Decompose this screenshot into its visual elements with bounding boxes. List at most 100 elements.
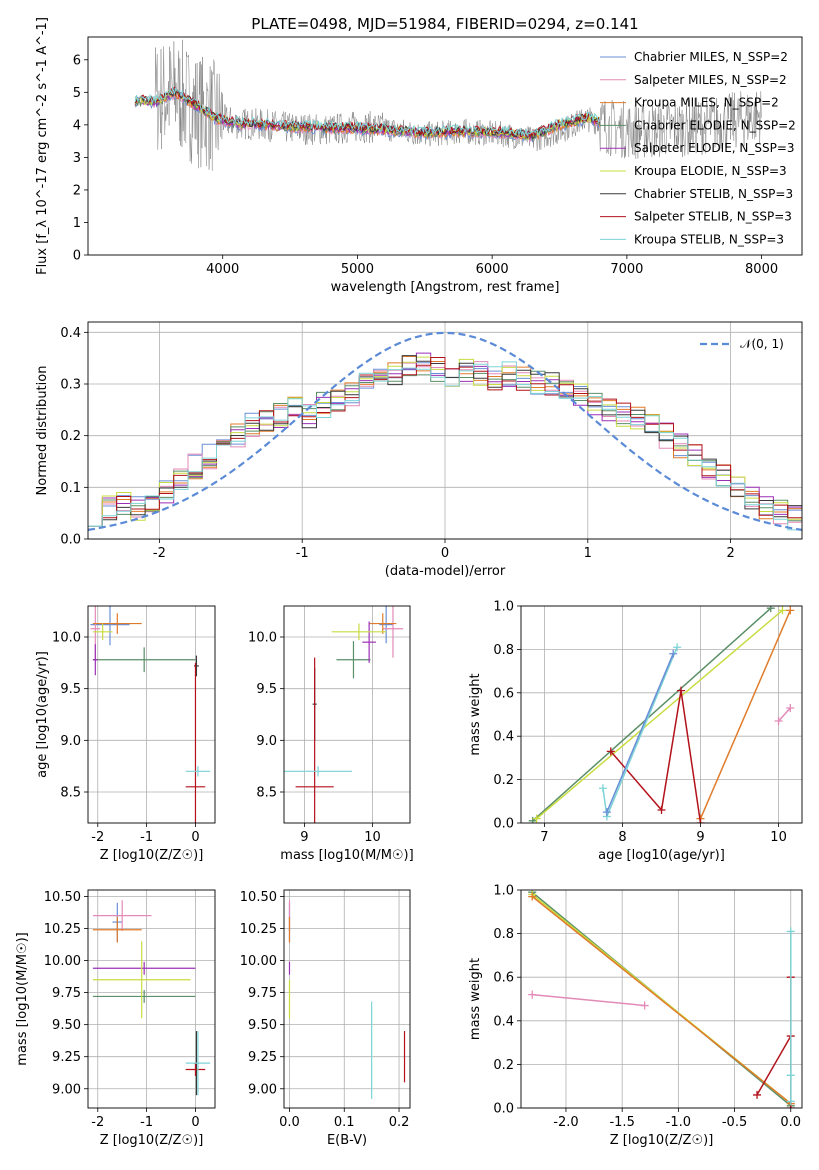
x-tick-label: 0.0: [279, 1115, 300, 1130]
model-spectrum-line: [134, 86, 601, 138]
y-tick-label: 0.4: [493, 730, 514, 745]
y-tick-label: 10.50: [240, 890, 277, 905]
weight-point-marker: [786, 1071, 795, 1080]
plot-area: [88, 331, 802, 531]
weight-series-line: [610, 690, 702, 823]
x-tick-label: -1: [140, 830, 153, 845]
x-tick-label: 8000: [745, 262, 778, 277]
weight-point-marker: [786, 1097, 795, 1106]
plot-area: [528, 606, 795, 823]
age-vs-metallicity-panel: -2 -1 0 8.5 9.0 9.5 10.0 Z [log10(Z/Z☉)] age [lo…: [35, 605, 216, 863]
y-tick-label: 9.5: [256, 682, 277, 697]
weight-point-marker: [532, 814, 541, 823]
y-tick-label: 9.25: [52, 1050, 81, 1065]
weight-vs-metallicity-panel: -2.0 -1.5 -1.0 -0.5 0.0 0.0 0.2 0.4 0.6 0.8 1.0 Z […: [468, 884, 803, 1148]
y-tick-label: 0.0: [493, 817, 514, 832]
weight-series-line: [606, 653, 674, 813]
weight-series-line: [532, 993, 645, 1007]
x-tick-label: 6000: [476, 262, 509, 277]
x-tick-label: -2: [91, 830, 104, 845]
x-tick-label: 7000: [610, 262, 643, 277]
x-tick-label: -1: [296, 546, 309, 561]
y-tick-label: 0.2: [493, 773, 514, 788]
y-tick-label: 9.75: [52, 986, 81, 1001]
residual-histogram-step: [88, 361, 802, 531]
weight-point-marker: [677, 686, 686, 695]
x-tick-label: -2.0: [553, 1115, 578, 1130]
plot-area: [288, 900, 406, 1100]
y-tick-label: 9.0: [60, 734, 81, 749]
x-tick-label: -2: [153, 546, 166, 561]
weight-point-marker: [669, 649, 678, 658]
weight-vs-age-panel: 7 8 9 10 0.0 0.2 0.4 0.6 0.8 1.0 age [log10(age/yr…: [468, 600, 803, 863]
axes-frame: [520, 889, 803, 1109]
x-axis-label: wavelength [Angstrom, rest frame]: [331, 280, 560, 295]
y-tick-label: 10.0: [52, 631, 81, 646]
legend-label: Salpeter MILES, N_SSP=2: [634, 73, 787, 87]
x-tick-label: 4000: [206, 262, 239, 277]
y-tick-label: 10.00: [240, 954, 277, 969]
y-tick-label: 1.0: [493, 600, 514, 615]
x-tick-label: -1: [140, 1115, 153, 1130]
y-tick-label: 9.75: [248, 986, 277, 1001]
weight-point-marker: [753, 1090, 762, 1099]
legend-label: Chabrier STELIB, N_SSP=3: [634, 187, 793, 201]
y-axis-label: Flux [f_λ 10^-17 erg cm^-2 s^-1 A^-1]: [35, 17, 50, 275]
x-axis-label: Z [log10(Z/Z☉)]: [610, 1133, 714, 1148]
weight-point-marker: [528, 892, 537, 901]
weight-series-line: [532, 607, 772, 822]
axes-frame: [520, 605, 803, 824]
y-tick-label: 10.50: [44, 890, 81, 905]
gaussian-curve: [88, 331, 802, 531]
weight-point-marker: [778, 606, 787, 615]
x-axis-label: age [log10(age/yr)]: [598, 848, 725, 863]
y-tick-label: 8.5: [60, 786, 81, 801]
x-axis-label: mass [log10(M/M☉)]: [280, 848, 413, 863]
mass-vs-metallicity-panel: -2 -1 0 9.00 9.25 9.50 9.75 10.00 10.25 10.50 Z [l…: [15, 889, 216, 1148]
weight-point-marker: [786, 606, 795, 615]
y-tick-label: 9.50: [248, 1018, 277, 1033]
weight-point-marker: [766, 606, 775, 613]
age-vs-mass-panel: 9 10 8.5 9.0 9.5 10.0 mass [log10(M/M☉)]: [248, 605, 414, 863]
x-tick-label: 9: [300, 830, 308, 845]
y-tick-label: 10.0: [248, 631, 277, 646]
x-tick-label: 0.0: [780, 1115, 801, 1130]
y-tick-label: 10.00: [44, 954, 81, 969]
axes-frame: [283, 889, 411, 1109]
legend-label: 𝒩(0, 1): [740, 337, 784, 351]
legend-label: Salpeter STELIB, N_SSP=3: [634, 210, 792, 224]
y-tick-label: 0.8: [493, 927, 514, 942]
legend-label: Chabrier MILES, N_SSP=2: [634, 50, 788, 64]
y-tick-label: 10.25: [240, 922, 277, 937]
x-tick-label: -2: [91, 1115, 104, 1130]
y-tick-label: 0: [73, 249, 81, 264]
weight-series-line: [778, 707, 791, 722]
x-tick-label: 10: [364, 830, 381, 845]
x-axis-label: Z [log10(Z/Z☉)]: [100, 848, 204, 863]
y-tick-label: 3: [73, 151, 81, 166]
legend-label: Kroupa ELODIE, N_SSP=3: [634, 164, 787, 178]
legend-label: Kroupa STELIB, N_SSP=3: [634, 232, 784, 246]
y-tick-label: 9.25: [248, 1050, 277, 1065]
plot-area: [134, 39, 762, 171]
weight-point-marker: [696, 819, 705, 823]
y-tick-label: 0.1: [60, 481, 81, 496]
plot-area: [92, 900, 211, 1096]
x-tick-label: 1: [584, 546, 592, 561]
x-tick-label: -1.5: [609, 1115, 634, 1130]
spectrum-panel: 4000 5000 6000 7000 8000 0 1 2 3 4 5 6 wavelength [A…: [35, 17, 803, 295]
weight-point-marker: [606, 747, 615, 756]
x-tick-label: 0: [441, 546, 449, 561]
y-tick-label: 9.0: [256, 734, 277, 749]
y-tick-label: 1.0: [493, 884, 514, 899]
y-tick-label: 9.50: [52, 1018, 81, 1033]
weight-series-line: [756, 977, 792, 1108]
y-tick-label: 0.6: [493, 971, 514, 986]
y-tick-label: 0.0: [60, 533, 81, 548]
x-tick-label: 5000: [341, 262, 374, 277]
x-axis-label: Z [log10(Z/Z☉)]: [100, 1133, 204, 1148]
weight-point-marker: [786, 703, 795, 712]
y-tick-label: 0.3: [60, 378, 81, 393]
x-tick-label: -0.5: [722, 1115, 747, 1130]
